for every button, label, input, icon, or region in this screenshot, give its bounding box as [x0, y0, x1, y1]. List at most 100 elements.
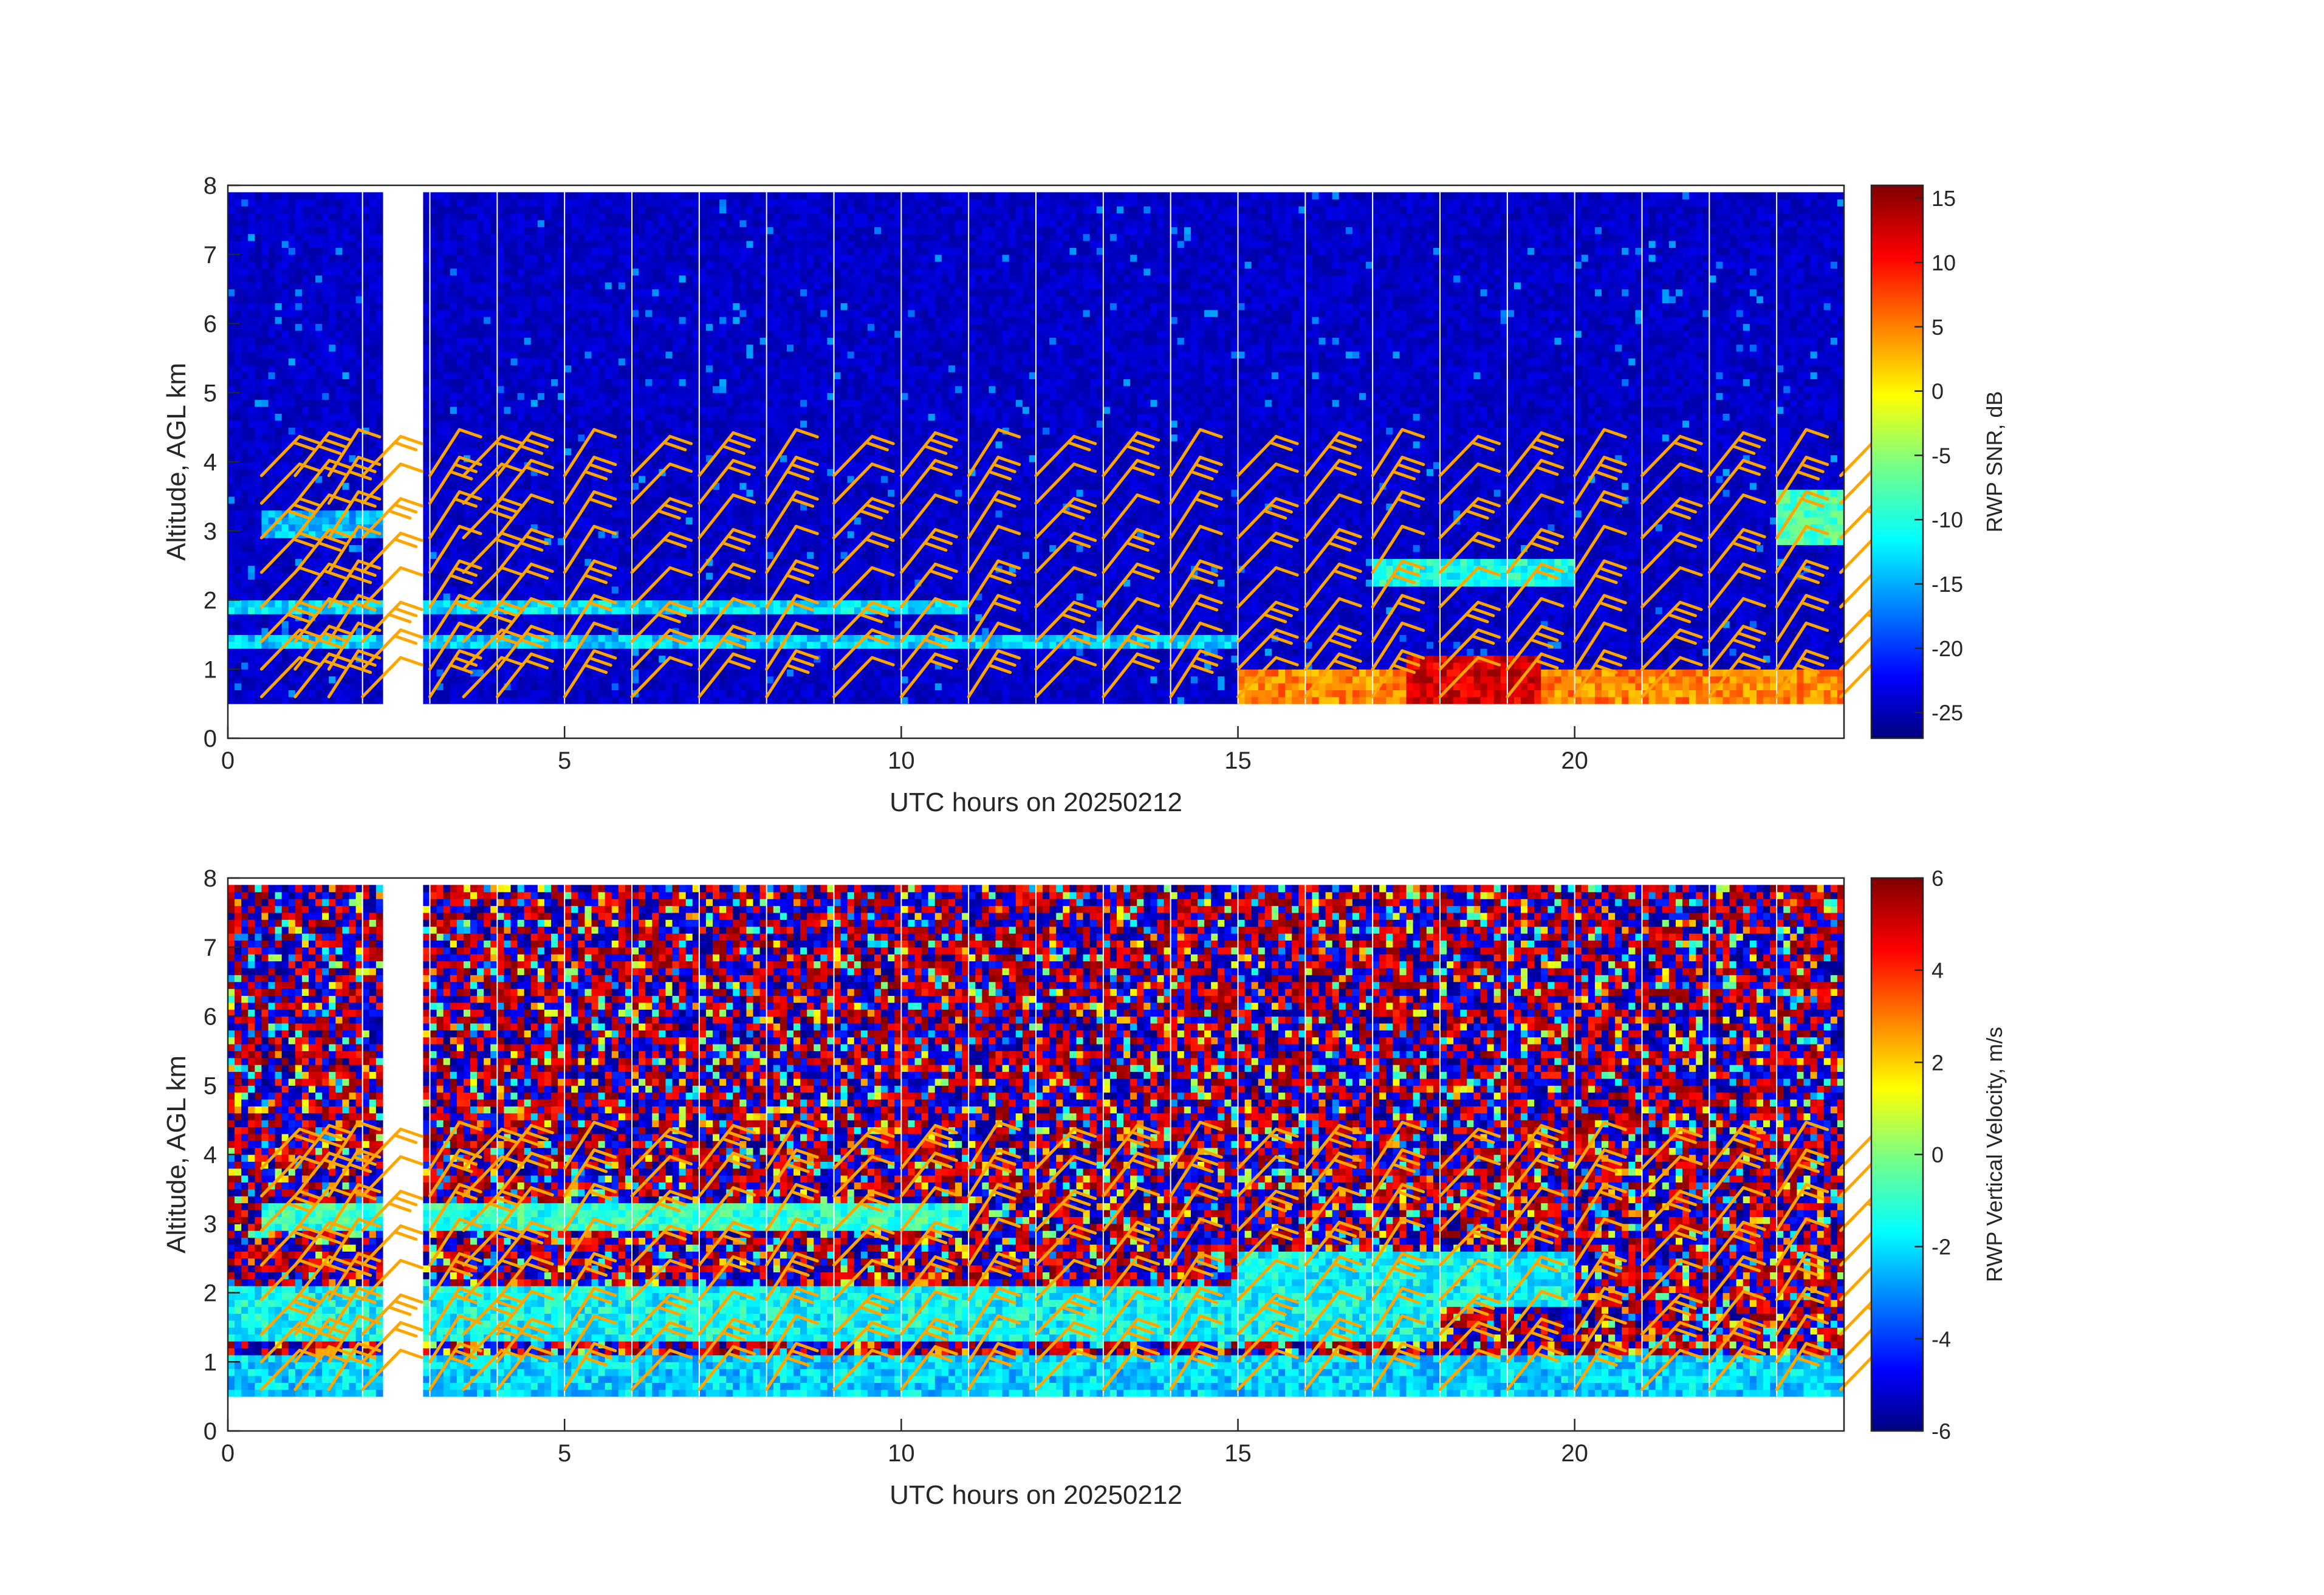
heatmap-cell: [349, 213, 357, 221]
heatmap-cell: [369, 372, 377, 379]
heatmap-cell: [470, 386, 478, 393]
heatmap-cell: [706, 317, 713, 324]
heatmap-cell: [619, 303, 626, 310]
heatmap-cell: [269, 372, 276, 379]
heatmap-cell: [302, 642, 309, 649]
heatmap-cell: [699, 206, 707, 213]
heatmap-cell: [302, 324, 309, 331]
heatmap-cell: [275, 261, 283, 269]
heatmap-cell: [679, 427, 687, 434]
heatmap-cell: [369, 413, 377, 420]
heatmap-cell: [538, 331, 545, 338]
heatmap-cell: [248, 448, 255, 455]
heatmap-cell: [228, 310, 235, 317]
heatmap-cell: [504, 690, 511, 697]
heatmap-cell: [349, 269, 357, 276]
heatmap-cell: [376, 372, 383, 379]
heatmap-cell: [625, 289, 632, 297]
heatmap-cell: [524, 310, 532, 317]
heatmap-cell: [444, 379, 451, 386]
heatmap-cell: [612, 269, 619, 276]
heatmap-cell: [235, 697, 242, 704]
heatmap-cell: [255, 337, 262, 345]
heatmap-cell: [497, 289, 504, 297]
heatmap-cell: [645, 593, 653, 600]
heatmap-cell: [639, 289, 646, 297]
heatmap-cell: [255, 234, 262, 241]
heatmap-cell: [524, 510, 532, 518]
heatmap-cell: [295, 642, 303, 649]
heatmap-cell: [612, 593, 619, 600]
heatmap-cell: [699, 213, 707, 221]
heatmap-cell: [511, 427, 518, 434]
heatmap-cell: [693, 206, 700, 213]
heatmap-cell: [228, 365, 235, 372]
heatmap-cell: [335, 337, 343, 345]
heatmap-cell: [275, 234, 283, 241]
heatmap-cell: [632, 393, 639, 400]
heatmap-cell: [679, 593, 687, 600]
heatmap-cell: [538, 247, 545, 255]
heatmap-cell: [612, 275, 619, 283]
heatmap-cell: [538, 192, 545, 199]
heatmap-cell: [625, 393, 632, 400]
heatmap-cell: [686, 600, 693, 608]
heatmap-cell: [625, 586, 632, 594]
heatmap-cell: [531, 413, 538, 420]
heatmap-cell: [665, 365, 673, 372]
heatmap-cell: [699, 324, 707, 331]
heatmap-cell: [484, 206, 491, 213]
heatmap-cell: [504, 406, 511, 414]
heatmap-cell: [228, 517, 235, 524]
heatmap-cell: [564, 552, 572, 559]
heatmap-cell: [632, 310, 639, 317]
heatmap-cell: [619, 365, 626, 372]
heatmap-cell: [558, 241, 565, 248]
heatmap-cell: [356, 379, 363, 386]
heatmap-cell: [376, 220, 383, 227]
heatmap-cell: [275, 220, 283, 227]
heatmap-cell: [673, 455, 680, 462]
heatmap-cell: [619, 282, 626, 289]
heatmap-cell: [497, 448, 504, 455]
heatmap-cell: [665, 275, 673, 283]
heatmap-cell: [713, 289, 720, 297]
heatmap-cell: [571, 566, 578, 573]
heatmap-cell: [490, 269, 498, 276]
heatmap-cell: [444, 558, 451, 566]
heatmap-cell: [665, 545, 673, 552]
heatmap-cell: [464, 192, 471, 199]
heatmap-cell: [551, 220, 558, 227]
heatmap-cell: [551, 199, 558, 207]
heatmap-cell: [363, 337, 370, 345]
heatmap-cell: [470, 441, 478, 448]
heatmap-cell: [484, 621, 491, 628]
heatmap-cell: [309, 199, 316, 207]
heatmap-cell: [363, 269, 370, 276]
heatmap-cell: [592, 289, 599, 297]
heatmap-cell: [248, 406, 255, 414]
heatmap-cell: [584, 331, 592, 338]
heatmap-cell: [295, 241, 303, 248]
heatmap-cell: [269, 448, 276, 455]
heatmap-cell: [437, 358, 444, 365]
heatmap-cell: [255, 614, 262, 621]
heatmap-cell: [228, 545, 235, 552]
heatmap-cell: [673, 227, 680, 234]
heatmap-cell: [430, 400, 437, 407]
heatmap-cell: [269, 662, 276, 670]
heatmap-cell: [289, 289, 296, 297]
heatmap-cell: [564, 199, 572, 207]
heatmap-cell: [679, 648, 687, 656]
heatmap-cell: [706, 241, 713, 248]
heatmap-cell: [490, 337, 498, 345]
heatmap-cell: [477, 220, 484, 227]
heatmap-cell: [255, 365, 262, 372]
heatmap-cell: [369, 220, 377, 227]
heatmap-cell: [564, 455, 572, 462]
heatmap-cell: [592, 337, 599, 345]
heatmap-cell: [275, 247, 283, 255]
heatmap-cell: [665, 310, 673, 317]
heatmap-cell: [605, 372, 612, 379]
heatmap-cell: [490, 517, 498, 524]
